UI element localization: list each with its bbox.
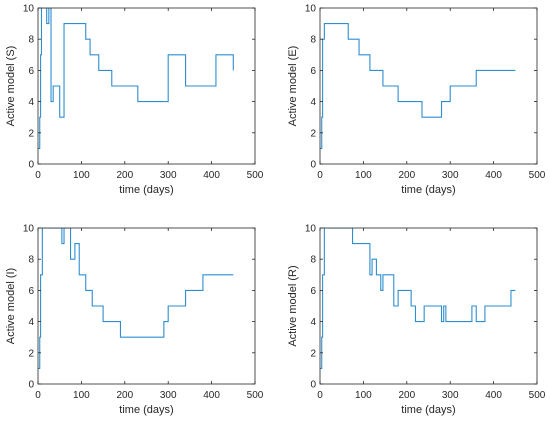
- y-tick-label-s: 10: [23, 4, 35, 15]
- subplot-e: 0 100 200 300 400 500 0 2 4 6 8 10 time (days) Active…: [287, 4, 546, 197]
- y-axis-label-s: Active model (S): [5, 46, 17, 127]
- x-tick-label-e: 300: [442, 170, 459, 181]
- y-tick-label-i: 6: [28, 286, 34, 297]
- y-axis-label-i: Active model (I): [5, 268, 17, 344]
- x-tick-label-e: 400: [485, 170, 502, 181]
- x-tick-label-i: 0: [35, 390, 41, 401]
- x-axis-label-e: time (days): [401, 184, 455, 196]
- y-tick-label-e: 8: [310, 35, 316, 46]
- axes-frame-s: [37, 7, 256, 165]
- series-line-s: [38, 8, 234, 149]
- y-tick-label-i: 8: [28, 255, 34, 266]
- y-tick-label-s: 6: [28, 66, 34, 77]
- axes-frame-e: [319, 7, 538, 165]
- subplot-i: 0 100 200 300 400 500 0 2 4 6 8 10 time (days) Active…: [5, 224, 264, 417]
- x-tick-label-s: 200: [116, 170, 133, 181]
- y-tick-label-e: 0: [310, 160, 316, 171]
- y-tick-label-r: 6: [310, 286, 316, 297]
- y-tick-label-e: 2: [310, 128, 316, 139]
- y-tick-label-e: 4: [310, 97, 316, 108]
- x-tick-label-r: 300: [442, 390, 459, 401]
- series-line-e: [320, 23, 516, 149]
- y-tick-label-i: 4: [28, 317, 34, 328]
- y-tick-label-e: 10: [305, 4, 317, 15]
- x-tick-label-r: 0: [317, 390, 323, 401]
- x-tick-label-e: 100: [355, 170, 372, 181]
- x-tick-label-e: 200: [398, 170, 415, 181]
- x-tick-label-r: 200: [398, 390, 415, 401]
- x-tick-label-i: 500: [247, 390, 264, 401]
- y-tick-label-r: 0: [310, 380, 316, 391]
- series-line-i: [38, 228, 234, 369]
- y-tick-label-r: 8: [310, 255, 316, 266]
- x-tick-label-s: 500: [247, 170, 264, 181]
- y-tick-label-r: 10: [305, 224, 317, 235]
- y-tick-label-s: 2: [28, 128, 34, 139]
- x-tick-label-i: 100: [73, 390, 90, 401]
- subplot-s: 0 100 200 300 400 500 0 2 4 6 8 10 time (days) Active…: [5, 4, 264, 197]
- y-tick-label-s: 8: [28, 35, 34, 46]
- x-tick-label-i: 400: [203, 390, 220, 401]
- axes-frame-r: [319, 227, 538, 385]
- y-tick-label-r: 4: [310, 317, 316, 328]
- subplot-r: 0 100 200 300 400 500 0 2 4 6 8 10 time (days) Active…: [287, 224, 546, 417]
- x-axis-label-r: time (days): [401, 404, 455, 416]
- x-tick-label-s: 300: [160, 170, 177, 181]
- x-tick-label-r: 500: [529, 390, 546, 401]
- x-axis-label-i: time (days): [119, 404, 173, 416]
- y-tick-label-s: 0: [28, 160, 34, 171]
- x-tick-label-i: 300: [160, 390, 177, 401]
- y-tick-label-i: 2: [28, 348, 34, 359]
- x-tick-label-r: 100: [355, 390, 372, 401]
- y-axis-label-r: Active model (R): [287, 265, 299, 346]
- y-axis-label-e: Active model (E): [287, 46, 299, 127]
- x-tick-label-s: 100: [73, 170, 90, 181]
- x-tick-label-s: 400: [203, 170, 220, 181]
- y-tick-label-e: 6: [310, 66, 316, 77]
- x-tick-label-e: 500: [529, 170, 546, 181]
- series-line-r: [320, 228, 516, 369]
- y-tick-label-r: 2: [310, 348, 316, 359]
- x-axis-label-s: time (days): [119, 184, 173, 196]
- y-tick-label-i: 0: [28, 380, 34, 391]
- y-tick-label-i: 10: [23, 224, 35, 235]
- x-tick-label-s: 0: [35, 170, 41, 181]
- x-tick-label-e: 0: [317, 170, 323, 181]
- axes-frame-i: [37, 227, 256, 385]
- y-tick-label-s: 4: [28, 97, 34, 108]
- x-tick-label-r: 400: [485, 390, 502, 401]
- x-tick-label-i: 200: [116, 390, 133, 401]
